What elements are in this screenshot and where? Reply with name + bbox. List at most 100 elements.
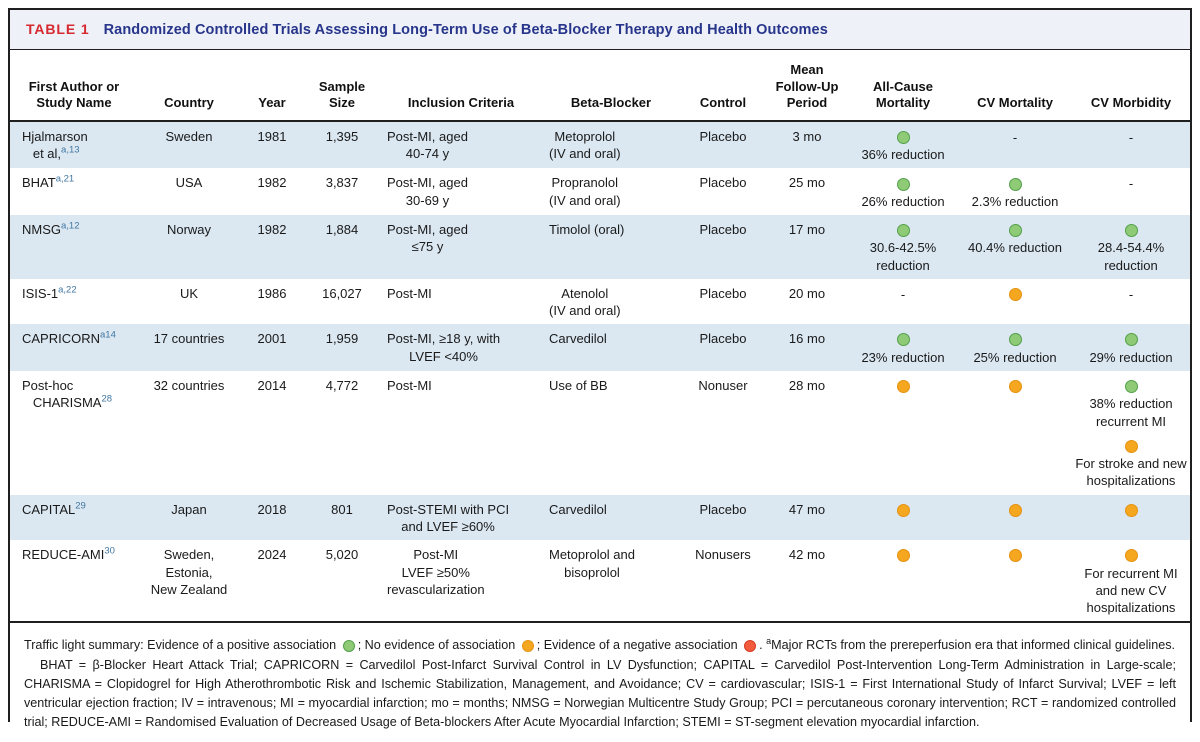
table-row: NMSGa,12 Norway 1982 1,884 Post-MI, aged…: [10, 215, 1190, 279]
table-row: CAPITAL29 Japan 2018 801 Post-STEMI with…: [10, 494, 1190, 541]
study-name: ISIS-1: [22, 285, 59, 301]
red-light-icon: [744, 639, 757, 652]
legend-text: ; No evidence of association: [357, 638, 519, 653]
year-cell: 2001: [257, 331, 287, 347]
column-header-sample-size: Sample Size: [304, 50, 380, 122]
traffic-light-legend: Traffic light summary: Evidence of a pos…: [24, 635, 1176, 655]
cv-morbidity-cell: 28.4-54.4% reduction: [1072, 215, 1190, 279]
study-name: Hjalmarson et al,: [22, 128, 88, 162]
citation-superscript: a,13: [61, 144, 80, 156]
sample-size-cell: 4,772: [325, 377, 359, 393]
all-cause-mortality-cell: [848, 540, 958, 621]
year-cell: 2014: [257, 377, 287, 393]
citation-superscript: 29: [75, 500, 86, 512]
control-cell: Placebo: [699, 285, 747, 301]
beta-blocker-cell: Carvedilol: [549, 501, 607, 517]
legend-text: ; Evidence of a negative association: [536, 638, 742, 653]
table-number-label: TABLE 1: [26, 21, 90, 37]
table-row: CAPRICORNa14 17 countries 2001 1,959 Pos…: [10, 324, 1190, 371]
traffic-light-dot: [896, 503, 910, 517]
inclusion-criteria-cell: Post-MI LVEF ≥50% revascularization: [387, 547, 485, 597]
traffic-light-dot: [1008, 287, 1022, 301]
follow-up-cell: 20 mo: [788, 285, 826, 301]
cv-mortality-cell: [958, 495, 1072, 541]
footnote-text: Major RCTs from the prereperfusion era t…: [771, 638, 1176, 653]
amber-light-icon: [521, 639, 534, 652]
cv-morbidity-cell: For recurrent MI and new CV hospitalizat…: [1072, 540, 1190, 621]
citation-superscript: a,22: [58, 284, 77, 296]
year-cell: 2024: [257, 547, 287, 563]
all-cause-mortality-cell: 30.6-42.5% reduction: [848, 215, 958, 279]
cv-mortality-cell: [958, 371, 1072, 495]
control-cell: Placebo: [699, 128, 747, 144]
cv-morbidity-cell: 38% reduction recurrent MI For stroke an…: [1072, 371, 1190, 495]
year-cell: 2018: [257, 501, 287, 517]
country-cell: Sweden: [165, 128, 213, 144]
inclusion-criteria-cell: Post-MI, ≥18 y, with LVEF <40%: [387, 331, 501, 364]
control-cell: Nonuser: [698, 377, 748, 393]
column-header-country: Country: [138, 50, 240, 122]
study-name: CAPRICORN: [22, 331, 101, 347]
column-header-year: Year: [240, 50, 304, 122]
legend-text: Traffic light summary: Evidence of a pos…: [24, 638, 340, 653]
control-cell: Placebo: [699, 501, 747, 517]
cv-morbidity-cell: -: [1128, 176, 1134, 192]
column-header-beta-blocker: Beta-Blocker: [542, 50, 680, 122]
year-cell: 1982: [257, 222, 287, 237]
cv-morbidity-cell: [1072, 495, 1190, 541]
follow-up-cell: 28 mo: [788, 377, 826, 393]
cv-mortality-cell: -: [1012, 129, 1018, 145]
beta-blocker-cell: Propranolol (IV and oral): [549, 175, 621, 208]
follow-up-cell: 16 mo: [788, 331, 826, 347]
cv-morbidity-cell: 29% reduction: [1072, 324, 1190, 371]
abbreviations-paragraph: BHAT = β-Blocker Heart Attack Trial; CAP…: [24, 658, 1176, 730]
country-cell: Norway: [166, 222, 212, 237]
country-cell: 32 countries: [153, 377, 225, 393]
traffic-light-dot: [1008, 177, 1022, 191]
study-name: BHAT: [22, 175, 56, 191]
sample-size-cell: 1,884: [325, 222, 359, 237]
citation-superscript: 28: [101, 393, 113, 405]
all-cause-mortality-cell: 36% reduction: [848, 121, 958, 169]
country-cell: USA: [175, 175, 203, 191]
column-header-cv-morbidity: CV Morbidity: [1072, 50, 1190, 122]
traffic-light-dot: [1008, 503, 1022, 517]
citation-superscript: a,12: [61, 220, 80, 232]
all-cause-mortality-cell: [848, 495, 958, 541]
green-light-icon: [342, 639, 355, 652]
cv-morbidity-cell: -: [1128, 286, 1134, 302]
study-name-cell: REDUCE-AMI30: [10, 540, 138, 621]
table-figure: TABLE 1 Randomized Controlled Trials Ass…: [8, 8, 1192, 742]
traffic-light-dot: [896, 333, 910, 347]
study-name-cell: NMSGa,12: [10, 215, 138, 279]
study-name-cell: CAPRICORNa14: [10, 324, 138, 371]
year-cell: 1981: [257, 128, 287, 144]
beta-blocker-cell: Metoprolol (IV and oral): [549, 128, 621, 162]
study-name-cell: BHATa,21: [10, 168, 138, 215]
traffic-light-dot: [896, 380, 910, 394]
all-cause-mortality-cell: 23% reduction: [848, 324, 958, 371]
control-cell: Placebo: [699, 222, 747, 237]
cv-mortality-cell: 40.4% reduction: [958, 215, 1072, 279]
sample-size-cell: 5,020: [325, 547, 359, 563]
traffic-light-dot: [1008, 549, 1022, 563]
follow-up-cell: 25 mo: [788, 175, 826, 191]
sample-size-cell: 1,959: [325, 331, 359, 347]
country-cell: Japan: [171, 501, 207, 517]
cv-mortality-cell: [958, 540, 1072, 621]
study-name-cell: Hjalmarson et al,a,13: [10, 121, 138, 169]
beta-blocker-cell: Carvedilol: [549, 331, 607, 347]
header-row: First Author or Study Name Country Year …: [10, 50, 1190, 122]
follow-up-cell: 3 mo: [792, 128, 822, 144]
traffic-light-dot: [1124, 224, 1138, 238]
study-name: Post-hoc CHARISMA: [22, 377, 102, 411]
table-row: Hjalmarson et al,a,13 Sweden 1981 1,395 …: [10, 120, 1190, 169]
inclusion-criteria-cell: Post-MI, aged ≤75 y: [387, 222, 468, 255]
table-row: BHATa,21 USA 1982 3,837 Post-MI, aged 30…: [10, 168, 1190, 215]
table-row: Post-hoc CHARISMA28 32 countries 2014 4,…: [10, 370, 1190, 495]
table-row: ISIS-1a,22 UK 1986 16,027 Post-MI Atenol…: [10, 278, 1190, 325]
traffic-light-dot: [1124, 333, 1138, 347]
country-cell: 17 countries: [153, 331, 225, 347]
traffic-light-dot: [896, 224, 910, 238]
footnote-marker: a: [766, 636, 772, 647]
